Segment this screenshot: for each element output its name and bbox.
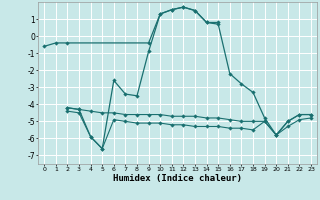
X-axis label: Humidex (Indice chaleur): Humidex (Indice chaleur) (113, 174, 242, 183)
